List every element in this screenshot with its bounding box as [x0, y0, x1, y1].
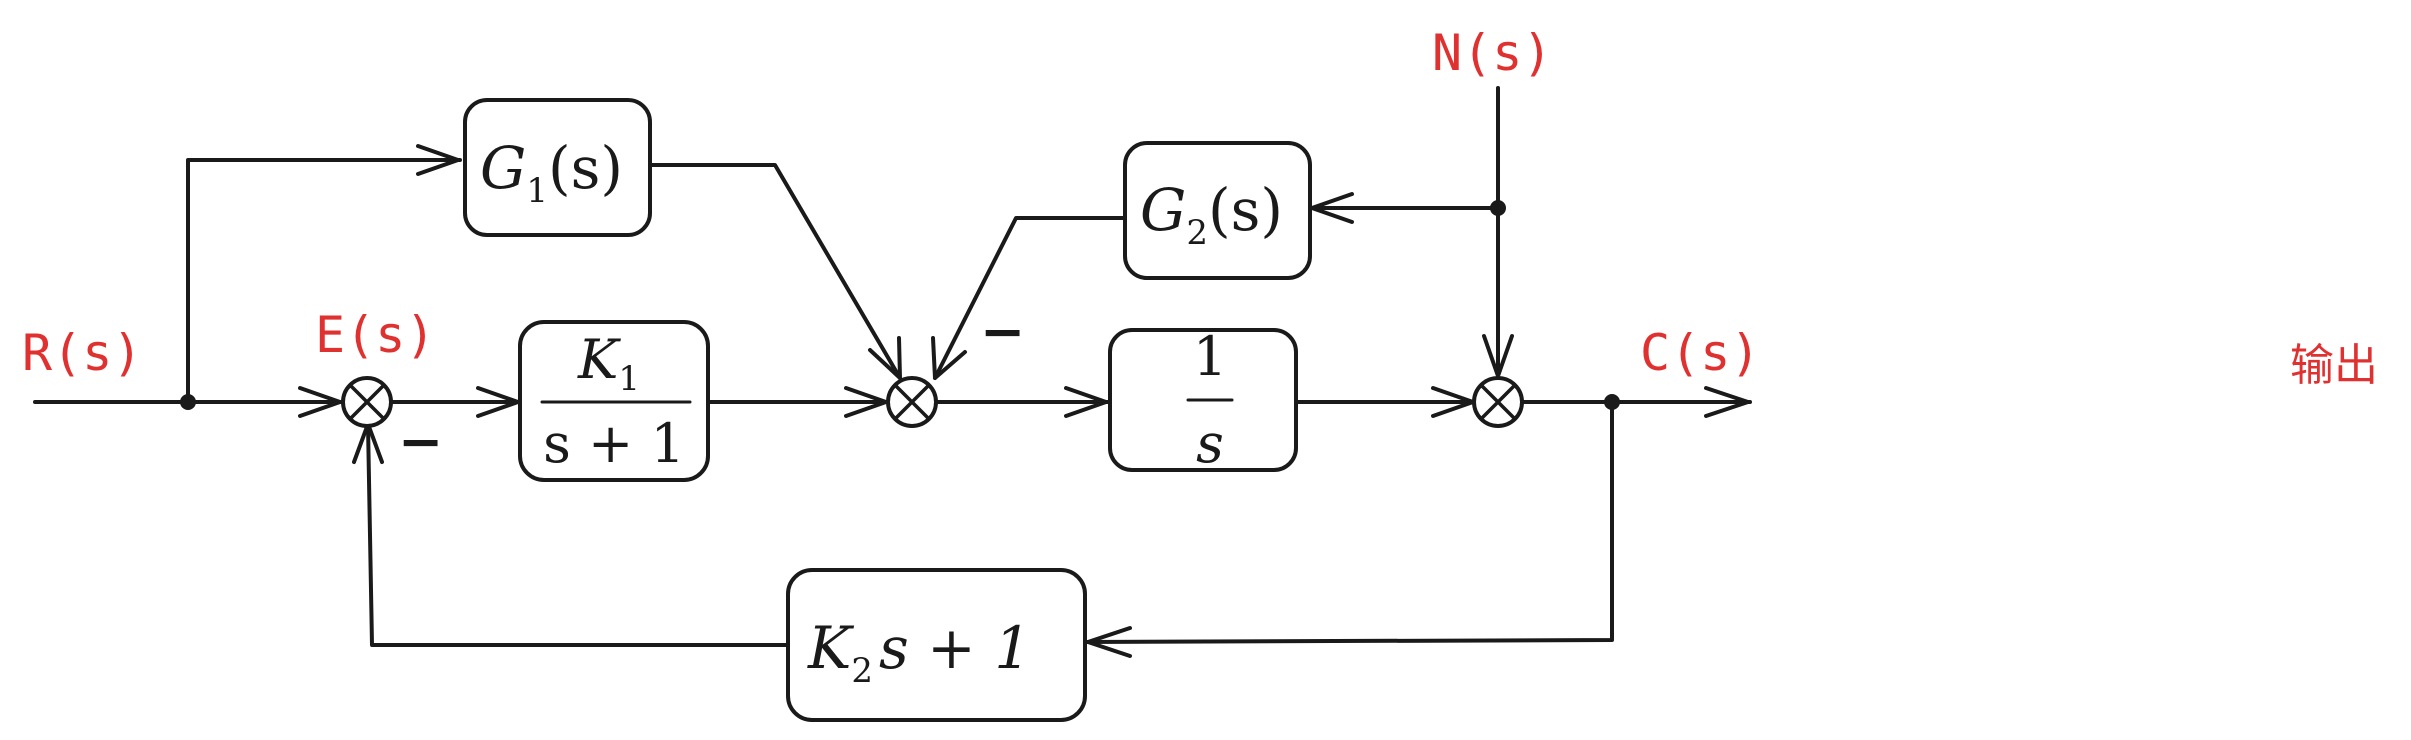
integrator-numerator: 1: [1193, 325, 1227, 388]
wire-feedforward-branch: [186, 158, 462, 404]
signal-label-e: E(s): [315, 306, 435, 364]
wire-feedback: [1083, 400, 1614, 644]
block-g2: G2(s): [1123, 141, 1312, 280]
junction-n: [1490, 200, 1506, 216]
feedback-rest: s + 1: [879, 614, 1031, 682]
block-k1: K1 s + 1: [518, 320, 710, 482]
g1-name: G: [480, 134, 526, 202]
signal-label-n: N(s): [1432, 24, 1552, 82]
g2-arg: (s): [1208, 176, 1283, 244]
arrowhead-sum1-input: [298, 386, 342, 418]
sum2-g2-sign: −: [980, 300, 1025, 363]
arrowhead-int-input: [1064, 386, 1108, 418]
k1-numerator: K: [577, 328, 621, 391]
sum-junction-3: [1472, 376, 1524, 428]
wires: [33, 86, 1752, 647]
arrowhead-sum2-from-g1: [868, 336, 902, 380]
wire-feedback-return: [366, 423, 790, 647]
svg-text:G2(s): G2(s): [1140, 176, 1283, 253]
wire-g1-out: [650, 163, 902, 380]
g1-arg: (s): [548, 134, 623, 202]
k1-numerator-sub: 1: [618, 359, 640, 399]
integrator-denominator: s: [1196, 412, 1224, 475]
feedback-sub: 2: [851, 651, 873, 691]
g1-sub: 1: [526, 171, 548, 211]
junctions: [180, 200, 1620, 410]
arrowhead-output: [1704, 386, 1750, 418]
junction-r: [180, 394, 196, 410]
arrowhead-g1-input: [416, 144, 460, 176]
wire-g2-out: [933, 216, 1127, 380]
g2-name: G: [1140, 176, 1186, 244]
arrowhead-feedback-input: [1086, 626, 1132, 658]
output-label: 输出: [2290, 340, 2378, 391]
svg-text:K1: K1: [577, 328, 640, 399]
feedback-name: K: [807, 614, 855, 682]
k1-denominator: s + 1: [543, 412, 685, 475]
block-g1: G1(s): [463, 98, 652, 237]
sum-junction-2: [886, 376, 938, 428]
svg-text:G1(s): G1(s): [480, 134, 623, 211]
svg-text:K2s + 1: K2 s + 1: [807, 614, 1031, 691]
junction-c: [1604, 394, 1620, 410]
signal-label-c: C(s): [1640, 324, 1760, 382]
arrowhead-sum2-from-g2: [931, 336, 967, 380]
sum1-feedback-sign: −: [398, 410, 443, 473]
sum-junction-1: [341, 376, 393, 428]
signal-label-r: R(s): [22, 324, 142, 382]
block-integrator: 1 s: [1108, 325, 1298, 475]
block-feedback: K2 s + 1: [786, 568, 1087, 722]
g2-sub: 2: [1186, 213, 1208, 253]
